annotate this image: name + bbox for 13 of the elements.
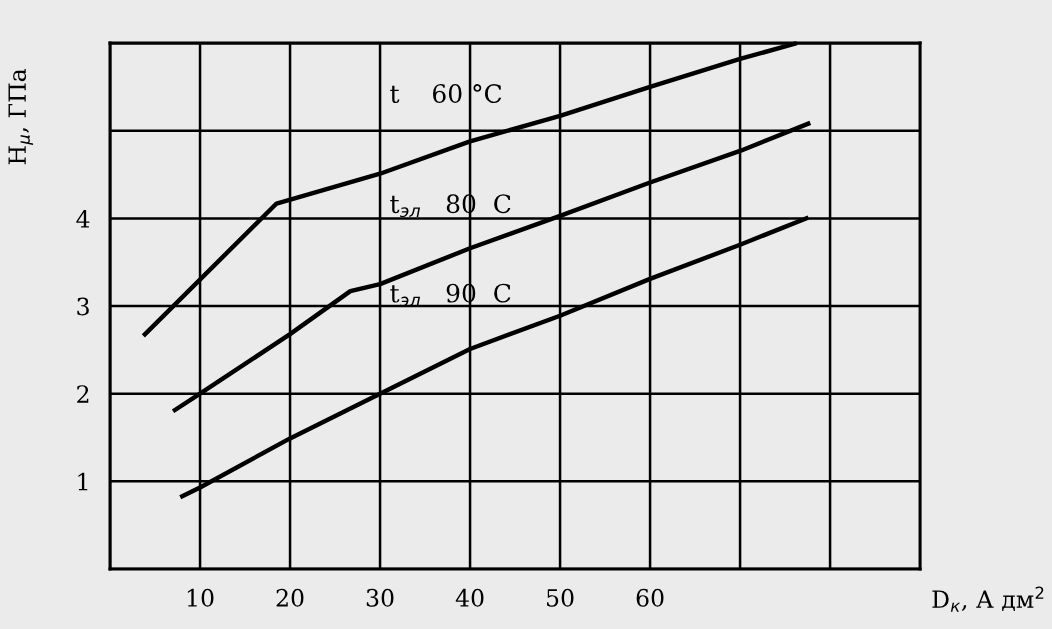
x-tick-label: 20: [276, 588, 304, 607]
annotation: t 60 °C: [390, 84, 502, 103]
y-tick-label: 4: [76, 209, 90, 228]
y-tick-label: 3: [77, 297, 89, 316]
y-tick-label: 2: [77, 385, 89, 403]
x-tick-label: 10: [187, 588, 214, 607]
y-tick-label: 1: [78, 472, 88, 491]
x-tick-label: 40: [455, 588, 484, 607]
x-axis-title: D$_{к}$, А дм$^{2}$: [932, 586, 1044, 612]
x-tick-label: 30: [366, 588, 394, 607]
x-tick-label: 60: [636, 588, 664, 607]
x-tick-label: 50: [547, 588, 574, 607]
y-axis-title: H$_{μ}$, ГПа: [8, 68, 34, 165]
